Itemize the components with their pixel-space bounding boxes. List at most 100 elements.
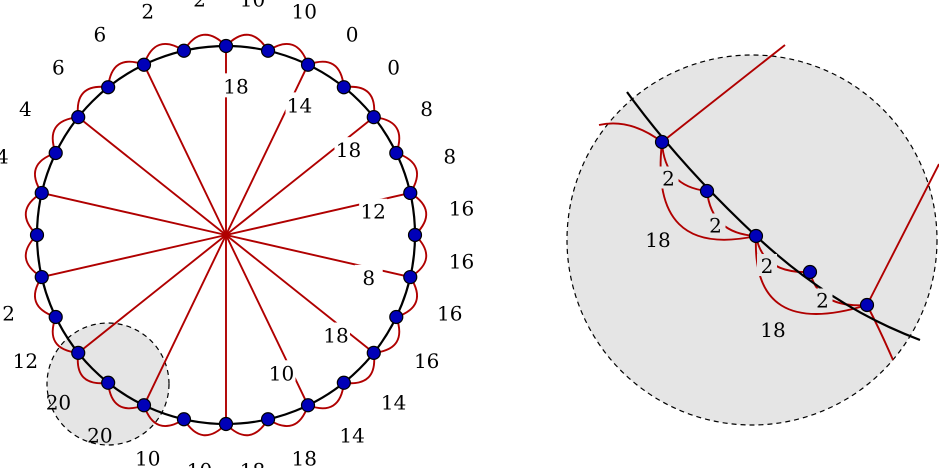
spoke-weight-label: 18 (336, 138, 361, 162)
spoke-edges (41, 46, 411, 424)
spoke-label-background (222, 73, 251, 98)
cycle-vertex (218, 38, 234, 54)
zoomed-vertices (654, 134, 875, 313)
spoke-label-background (267, 360, 296, 385)
cycle-vertex (71, 110, 86, 125)
zoomed-vertex (699, 183, 715, 199)
cycle-vertex (71, 345, 86, 360)
circular-graph: 1010008816161616141418181010202012124444… (0, 0, 474, 473)
spoke-edge (41, 234, 227, 278)
cycle-vertex (389, 309, 404, 325)
cycle-vertex (336, 375, 351, 390)
zoomed-spoke-edge (661, 44, 786, 143)
cycle-vertex (300, 398, 316, 413)
cycle-vertex (366, 345, 381, 360)
spoke-weight-label: 10 (269, 361, 294, 385)
zoomed-label-background (658, 166, 679, 189)
arc-weight-label: 2 (141, 0, 154, 23)
arc-weight-label: 2 (193, 0, 206, 11)
cycle-vertex (389, 145, 404, 161)
cycle-vertex (101, 375, 116, 390)
arc-weight-label: 6 (94, 22, 107, 46)
zoomed-short-weight-label: 2 (816, 289, 829, 313)
arc-weight-label: 14 (381, 391, 406, 415)
spoke-weight-label: 18 (223, 74, 248, 98)
cycle-vertex (34, 185, 49, 201)
spoke-weight-label: 12 (360, 200, 385, 224)
arc-weight-label: 18 (292, 447, 317, 468)
arc-weight-label: 10 (135, 447, 160, 468)
spoke-weight-label: 14 (287, 93, 312, 117)
spoke-edge (77, 234, 227, 354)
arc-weight-label: 4 (0, 145, 9, 169)
spoke-weight-label: 18 (323, 324, 348, 348)
spoke-edge (41, 192, 227, 236)
arc-weight-label: 20 (87, 424, 112, 448)
cycle-vertex (136, 398, 152, 413)
zoomed-long-arc (755, 235, 868, 315)
edge-weight-labels: 1010008816161616141418181010202012124444… (0, 0, 474, 473)
cycle-vertex (29, 227, 45, 243)
zoomed-short-weight-label: 2 (662, 167, 675, 191)
arc-weight-label: 0 (346, 22, 359, 46)
zoomed-vertex (802, 264, 818, 280)
zoomed-label-background (705, 213, 726, 236)
arc-weight-label: 8 (443, 145, 456, 169)
arc-weight-label: 10 (187, 459, 212, 468)
spoke-weight-label: 8 (362, 266, 375, 290)
zoomed-weight-labels: 2 2 2 2 18 18 (645, 166, 833, 342)
arc-weight-label: 6 (52, 55, 65, 79)
zoomed-vertex (859, 297, 875, 313)
zoomed-long-weight-label: 18 (760, 318, 785, 342)
zoomed-long-weight-label: 18 (645, 228, 670, 252)
cycle-vertex (176, 412, 192, 427)
cycle-vertex (48, 145, 63, 161)
zoomed-label-background (757, 254, 777, 276)
spoke-label-background (321, 322, 350, 347)
zoomed-exit-arc (598, 122, 663, 143)
spoke-edge (77, 116, 227, 236)
arc-weight-label: 0 (387, 55, 400, 79)
spoke-label-background (359, 198, 388, 223)
cycle-vertex (218, 416, 234, 432)
arc-weight-label: 16 (449, 196, 474, 220)
spoke-edge (225, 116, 375, 236)
cycle-vertex (407, 227, 423, 243)
cycle-vertex (260, 43, 276, 58)
arc-weight-label: 8 (420, 97, 433, 121)
zoomed-spoke-edge (866, 163, 939, 306)
spoke-label-background (354, 264, 383, 289)
arc-weight-label: 4 (19, 97, 32, 121)
cycle-vertices (29, 38, 423, 432)
zoomed-short-weight-label: 2 (761, 254, 774, 278)
spoke-label-background (334, 137, 363, 162)
spoke-edge (143, 234, 227, 406)
spoke-edge (143, 64, 227, 236)
zoomed-label-background (812, 288, 833, 311)
arc-weight-label: 16 (414, 349, 439, 373)
arc-weight-label: 12 (0, 301, 15, 325)
cycle-vertex (300, 57, 316, 72)
cycle-vertex (366, 110, 381, 125)
cycle-vertex (136, 57, 152, 72)
zoomed-vertex (748, 228, 764, 244)
cycle-vertex (403, 269, 418, 285)
zoomed-detail: 2 2 2 2 18 18 (566, 44, 939, 426)
arc-weight-label: 16 (449, 250, 474, 274)
arc-weight-label: 16 (437, 301, 462, 325)
arc-weight-label: 14 (339, 424, 364, 448)
zoomed-short-weight-label: 2 (709, 214, 722, 238)
cycle-vertex (101, 80, 116, 95)
cycle-vertex (34, 269, 49, 285)
arc-weight-label: 20 (46, 391, 71, 415)
arc-weight-label: 12 (13, 349, 38, 373)
zoomed-vertex (654, 134, 670, 150)
cycle-vertex (260, 412, 276, 427)
arc-weight-label: 10 (240, 0, 265, 11)
arc-weight-label: 18 (240, 459, 265, 468)
spoke-edge (225, 234, 309, 406)
cycle-vertex (48, 309, 63, 325)
spoke-label-background (285, 92, 314, 117)
